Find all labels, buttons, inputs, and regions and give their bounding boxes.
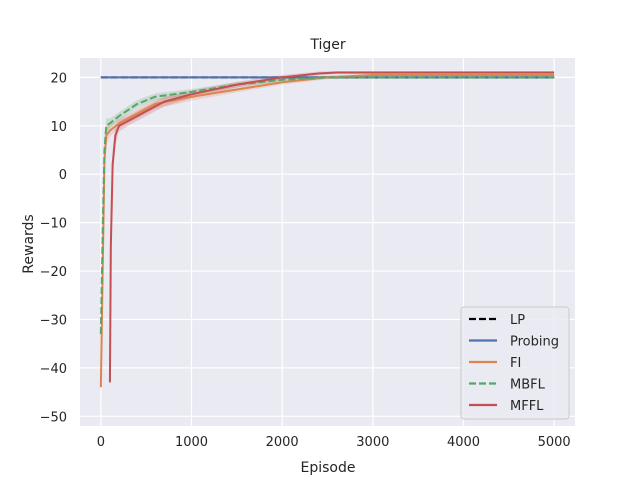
x-tick-labels: 0 1000 2000 3000 4000 5000 xyxy=(97,435,571,450)
legend-label-mffl: MFFL xyxy=(510,399,544,414)
line-mbfl xyxy=(99,76,555,335)
y-axis-label: Rewards xyxy=(21,214,37,273)
legend-label-fi: FI xyxy=(510,356,521,371)
legend-label-lp: LP xyxy=(510,313,525,328)
y-tick-label: −50 xyxy=(40,410,67,425)
y-tick-labels: −50 −40 −30 −20 −10 0 10 20 xyxy=(40,71,67,425)
legend-label-probing: Probing xyxy=(510,335,559,350)
line-mffl xyxy=(108,71,555,383)
legend-label-mbfl: MBFL xyxy=(510,378,546,393)
y-tick-label: −20 xyxy=(40,265,67,280)
y-tick-label: 10 xyxy=(50,120,67,135)
x-tick-label: 5000 xyxy=(538,435,571,450)
y-tick-label: 20 xyxy=(50,71,67,86)
y-tick-label: −30 xyxy=(40,313,67,328)
band-mbfl xyxy=(100,75,555,349)
chart-title: Tiger xyxy=(309,37,346,53)
x-axis-label: Episode xyxy=(301,460,356,476)
band-fi xyxy=(100,73,555,402)
series-lines xyxy=(99,71,555,388)
y-tick-label: −10 xyxy=(40,217,67,232)
x-tick-label: 2000 xyxy=(266,435,299,450)
x-tick-label: 1000 xyxy=(175,435,208,450)
legend: LP Probing FI MBFL MFFL xyxy=(460,306,570,420)
y-tick-label: 0 xyxy=(59,168,67,183)
x-tick-label: 3000 xyxy=(356,435,389,450)
y-tick-label: −40 xyxy=(40,362,67,377)
x-tick-label: 0 xyxy=(97,435,105,450)
x-tick-label: 4000 xyxy=(447,435,480,450)
legend-box xyxy=(460,306,570,420)
